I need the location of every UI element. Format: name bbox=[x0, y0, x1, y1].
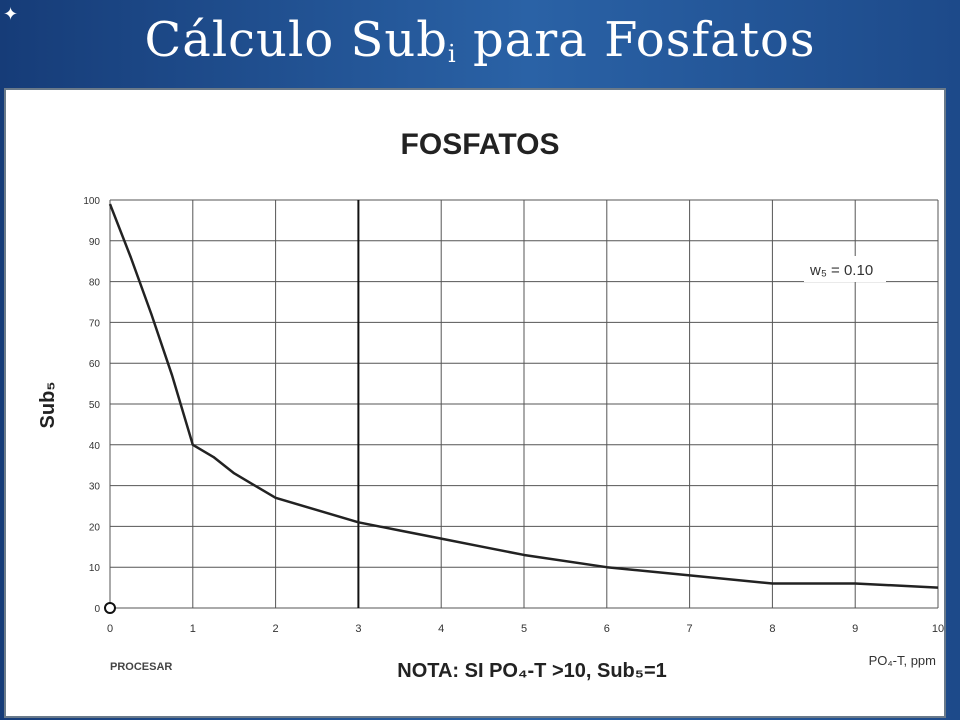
x-tick-label: 4 bbox=[438, 623, 444, 635]
slide-title-subscript: i bbox=[448, 40, 457, 68]
procesar-label[interactable]: PROCESAR bbox=[110, 661, 172, 673]
x-tick-label: 9 bbox=[852, 623, 858, 635]
y-tick-label: 40 bbox=[89, 441, 101, 452]
star-bullet-icon: ✦ bbox=[3, 4, 19, 25]
x-tick-label: 6 bbox=[604, 623, 610, 635]
x-tick-label: 7 bbox=[687, 623, 693, 635]
y-tick-label: 10 bbox=[89, 563, 101, 574]
origin-marker bbox=[104, 602, 116, 614]
x-axis-label: PO₄-T, ppm bbox=[869, 653, 936, 668]
slide-title: Cálculo Subi para Fosfatos bbox=[0, 12, 960, 68]
y-tick-label: 100 bbox=[83, 196, 100, 207]
x-tick-label: 3 bbox=[355, 623, 361, 635]
y-tick-label: 70 bbox=[89, 318, 101, 329]
chart-title: FOSFATOS bbox=[401, 128, 560, 161]
note-text: NOTA: SI PO₄-T >10, Sub₅=1 bbox=[397, 660, 667, 682]
y-axis-label: Sub₅ bbox=[37, 382, 59, 429]
x-tick-label: 1 bbox=[190, 623, 196, 635]
slide-title-main: Cálculo Sub bbox=[144, 12, 448, 68]
weight-label: w₅ = 0.10 bbox=[809, 262, 873, 279]
x-tick-label: 5 bbox=[521, 623, 527, 635]
y-tick-label: 80 bbox=[89, 278, 101, 289]
y-tick-label: 20 bbox=[89, 522, 101, 533]
y-tick-label: 90 bbox=[89, 237, 101, 248]
y-tick-label: 60 bbox=[89, 359, 101, 370]
sub5-curve bbox=[108, 203, 939, 589]
y-tick-label: 30 bbox=[89, 482, 101, 493]
x-tick-label: 2 bbox=[273, 623, 279, 635]
x-tick-label: 10 bbox=[932, 623, 944, 635]
y-tick-label: 0 bbox=[94, 604, 100, 615]
chart-panel: 0 1 2 3 4 5 6 7 8 9 10 0 10 20 30 40 50 60 70 80 90 100 FOSFA… bbox=[4, 88, 946, 718]
y-tick-label: 50 bbox=[89, 400, 101, 411]
x-tick-label: 8 bbox=[769, 623, 775, 635]
x-tick-label: 0 bbox=[107, 623, 113, 635]
slide-title-rest: para Fosfatos bbox=[456, 12, 816, 68]
weight-label-box bbox=[804, 256, 886, 282]
